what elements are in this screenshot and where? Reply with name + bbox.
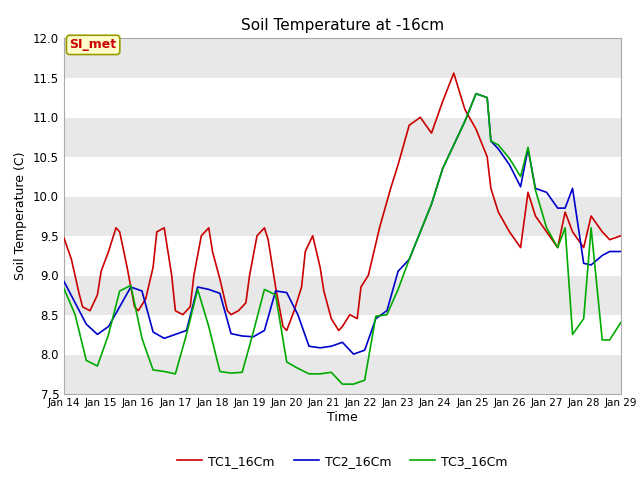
Y-axis label: Soil Temperature (C): Soil Temperature (C)	[15, 152, 28, 280]
TC1_16Cm	[365, 272, 372, 278]
TC1_16Cm	[387, 185, 394, 191]
TC3_16Cm	[60, 286, 68, 291]
Bar	[64, 157, 621, 196]
TC2_16Cm	[161, 336, 168, 341]
TC3_16Cm	[483, 95, 491, 100]
TC1_16Cm	[309, 233, 317, 239]
TC3_16Cm	[417, 229, 424, 235]
Bar	[64, 236, 621, 275]
TC1_16Cm	[105, 249, 113, 254]
TC1_16Cm	[223, 308, 231, 313]
TC2_16Cm	[617, 249, 625, 254]
TC2_16Cm	[283, 290, 291, 296]
TC1_16Cm	[60, 235, 68, 241]
TC2_16Cm	[483, 95, 491, 100]
Line: TC2_16Cm: TC2_16Cm	[64, 94, 621, 354]
TC3_16Cm	[161, 369, 168, 374]
TC3_16Cm	[472, 91, 480, 96]
Text: SI_met: SI_met	[70, 38, 116, 51]
TC2_16Cm	[472, 91, 480, 96]
TC3_16Cm	[428, 201, 435, 207]
TC2_16Cm	[417, 229, 424, 235]
TC1_16Cm	[495, 209, 502, 215]
TC1_16Cm	[283, 327, 291, 333]
TC2_16Cm	[394, 268, 402, 274]
TC1_16Cm	[617, 233, 625, 239]
Bar	[64, 315, 621, 354]
TC2_16Cm	[428, 201, 435, 207]
TC1_16Cm	[450, 70, 458, 76]
X-axis label: Time: Time	[327, 411, 358, 424]
TC3_16Cm	[283, 359, 291, 365]
TC2_16Cm	[349, 351, 357, 357]
Bar	[64, 78, 621, 117]
TC3_16Cm	[394, 287, 402, 292]
Legend: TC1_16Cm, TC2_16Cm, TC3_16Cm: TC1_16Cm, TC2_16Cm, TC3_16Cm	[172, 450, 513, 473]
TC3_16Cm	[617, 320, 625, 325]
TC2_16Cm	[60, 278, 68, 284]
Line: TC1_16Cm: TC1_16Cm	[64, 73, 621, 330]
TC3_16Cm	[339, 381, 346, 387]
Title: Soil Temperature at -16cm: Soil Temperature at -16cm	[241, 18, 444, 33]
Line: TC3_16Cm: TC3_16Cm	[64, 94, 621, 384]
